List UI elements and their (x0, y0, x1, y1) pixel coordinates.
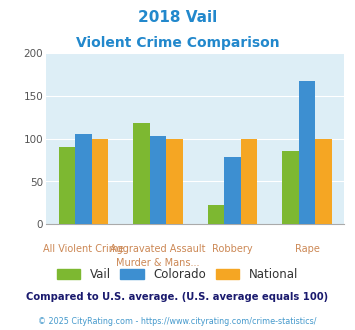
Text: © 2025 CityRating.com - https://www.cityrating.com/crime-statistics/: © 2025 CityRating.com - https://www.city… (38, 317, 317, 326)
Bar (241, 139, 257, 224)
Bar (166, 139, 182, 224)
Text: 2018 Vail: 2018 Vail (138, 10, 217, 25)
Legend: Vail, Colorado, National: Vail, Colorado, National (52, 263, 303, 286)
Bar (92, 139, 108, 224)
Bar (150, 136, 166, 224)
Bar (208, 205, 224, 224)
Text: Violent Crime Comparison: Violent Crime Comparison (76, 36, 279, 50)
Bar (59, 147, 75, 224)
Text: Robbery: Robbery (212, 244, 253, 254)
Bar (133, 123, 150, 224)
Bar (224, 157, 241, 224)
Bar (315, 139, 332, 224)
Text: Rape: Rape (295, 244, 320, 254)
Bar (299, 81, 315, 224)
Text: Murder & Mans...: Murder & Mans... (116, 258, 200, 268)
Text: Aggravated Assault: Aggravated Assault (110, 244, 206, 254)
Text: All Violent Crime: All Violent Crime (43, 244, 124, 254)
Text: Compared to U.S. average. (U.S. average equals 100): Compared to U.S. average. (U.S. average … (26, 292, 329, 302)
Bar (75, 134, 92, 224)
Bar (283, 151, 299, 224)
